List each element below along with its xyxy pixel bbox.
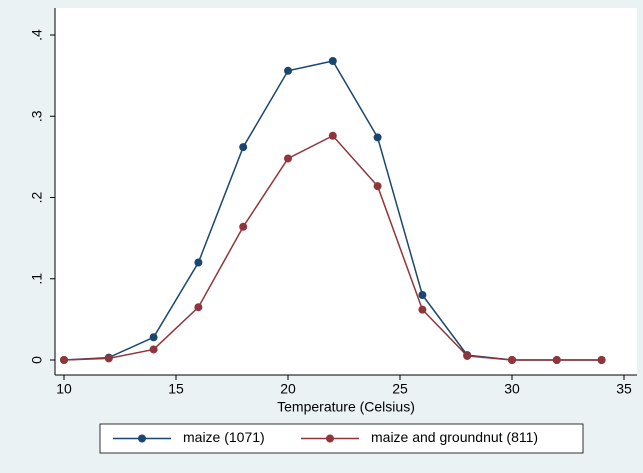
point [328, 57, 337, 65]
legend-label: maize (1071) [183, 429, 265, 445]
point [239, 222, 248, 231]
x-tick-label: 10 [56, 381, 72, 397]
x-tick-label: 35 [616, 381, 632, 397]
point [284, 154, 292, 163]
point [373, 182, 382, 191]
point [418, 305, 427, 314]
legend-marker [326, 434, 334, 443]
point [104, 354, 113, 363]
point [418, 291, 427, 299]
point [149, 333, 158, 342]
plot-area [55, 8, 637, 375]
x-tick-label: 15 [168, 381, 184, 397]
legend-marker [138, 434, 146, 443]
point [373, 133, 382, 142]
y-tick-label: 0 [29, 356, 45, 364]
point [508, 356, 516, 364]
x-axis-label: Temperature (Celsius) [277, 399, 415, 415]
y-tick-label: .1 [29, 273, 45, 285]
y-tick-label: .3 [29, 110, 45, 122]
x-tick-label: 20 [280, 381, 296, 397]
point [552, 356, 561, 364]
point [239, 143, 248, 152]
point [60, 356, 68, 364]
y-tick-label: .2 [29, 191, 45, 203]
x-tick-label: 25 [392, 381, 408, 397]
point [284, 66, 292, 75]
point [597, 356, 606, 364]
y-tick-label: .4 [29, 29, 45, 41]
legend-label: maize and groundnut (811) [371, 429, 538, 445]
point [328, 131, 337, 140]
point [194, 303, 203, 312]
x-tick-label: 30 [504, 381, 520, 397]
point [149, 345, 158, 354]
point [194, 258, 203, 267]
point [463, 351, 472, 360]
